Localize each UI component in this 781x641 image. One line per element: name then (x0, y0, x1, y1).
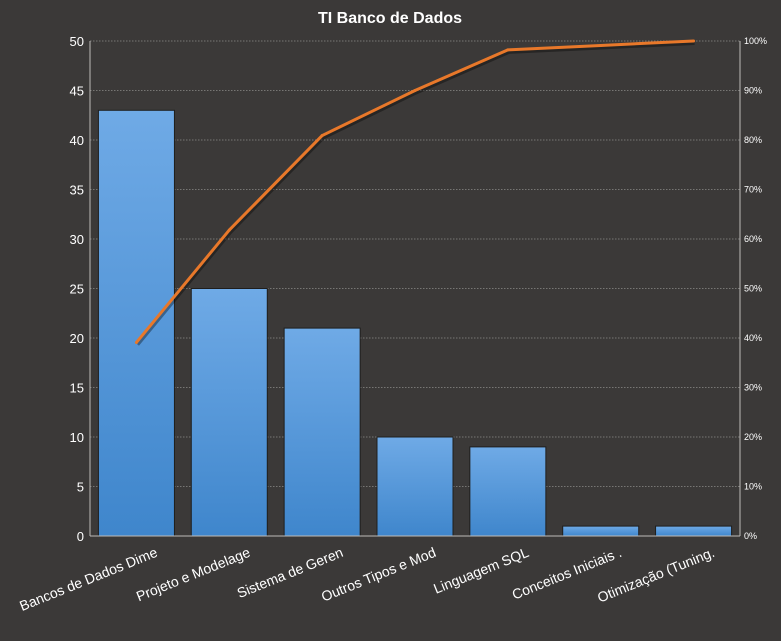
y-tick-label: 30 (70, 232, 84, 247)
y2-tick-label: 80% (744, 135, 762, 145)
line-point (134, 340, 138, 344)
bar (376, 436, 454, 537)
y2-tick-label: 100% (744, 36, 767, 46)
line-point (227, 228, 231, 232)
bar (655, 525, 733, 537)
y-tick-label: 0 (77, 529, 84, 544)
bars (97, 109, 733, 537)
y2-tick-label: 0% (744, 531, 757, 541)
y2-tick-label: 90% (744, 86, 762, 96)
y-tick-label: 20 (70, 331, 84, 346)
bar (469, 446, 547, 537)
y2-tick-label: 10% (744, 482, 762, 492)
bar (97, 109, 175, 537)
bar (562, 525, 640, 537)
line-point (506, 48, 510, 52)
bar (190, 288, 268, 537)
x-tick-label: Bancos de Dados Dime (17, 544, 160, 614)
bar (283, 327, 361, 537)
y-tick-label: 45 (70, 84, 84, 99)
y2-axis: 0% 10% 20% 30% 40% 50% 60% 70% 80% 90% 100% (739, 36, 767, 541)
y2-tick-label: 30% (744, 383, 762, 393)
line-point (599, 43, 603, 47)
grid-lines (90, 40, 740, 487)
y-tick-label: 50 (70, 34, 84, 49)
y2-tick-label: 40% (744, 333, 762, 343)
y-tick-label: 15 (70, 381, 84, 396)
y2-tick-label: 60% (744, 234, 762, 244)
cumulative-line (134, 39, 696, 346)
y-tick-label: 35 (70, 183, 84, 198)
line-point (320, 134, 324, 138)
chart-title: TI Banco de Dados (318, 10, 462, 27)
y-tick-label: 10 (70, 430, 84, 445)
line-shadow (135, 41, 695, 346)
y-tick-label: 40 (70, 133, 84, 148)
y2-tick-label: 70% (744, 185, 762, 195)
y-tick-label: 5 (77, 480, 84, 495)
line-point (692, 39, 696, 43)
y2-tick-label: 50% (744, 284, 762, 294)
y2-tick-label: 20% (744, 432, 762, 442)
y-tick-label: 25 (70, 282, 84, 297)
y-axis: 0 5 10 15 20 25 30 35 40 45 50 (70, 34, 91, 544)
line-point (413, 89, 417, 92)
